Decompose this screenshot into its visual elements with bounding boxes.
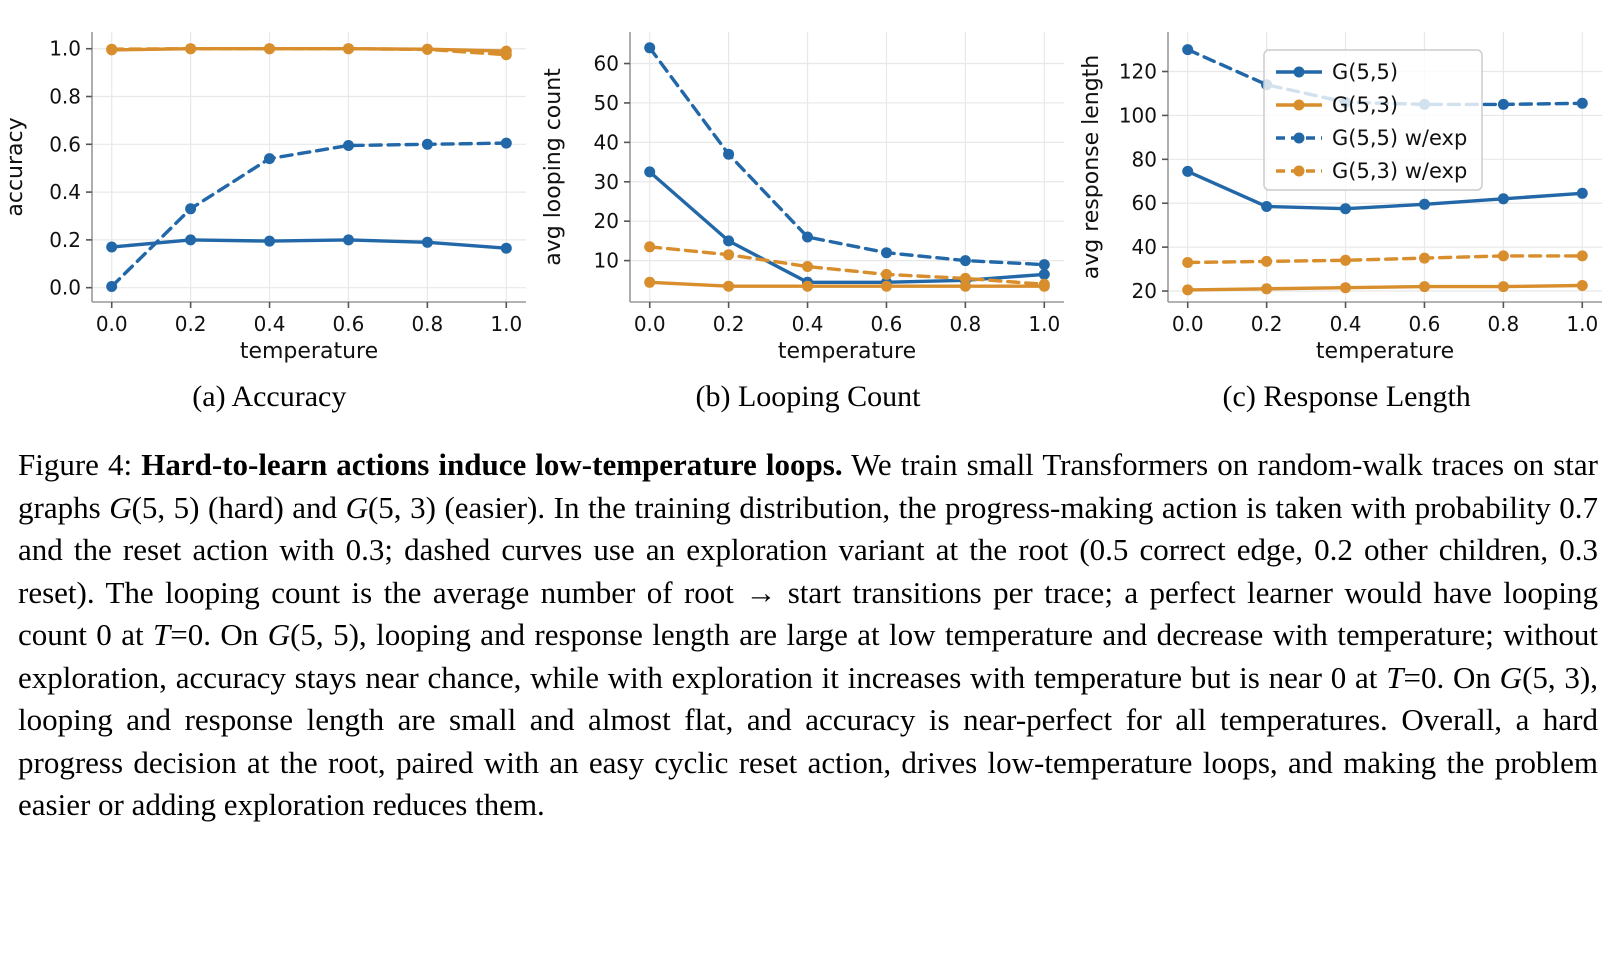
- svg-text:1.0: 1.0: [1566, 312, 1598, 336]
- charts-row: 0.0 0.2 0.4 0.6 0.8 1.0 0.0 0.2 0.4 0.6 0.8 1.0 temp…: [0, 0, 1616, 366]
- caption-segment: (5, 5), looping and response length are …: [18, 617, 1598, 695]
- x-axis-label: temperature: [778, 339, 916, 364]
- svg-text:0.8: 0.8: [411, 312, 443, 336]
- svg-text:0.0: 0.0: [1172, 312, 1204, 336]
- svg-text:40: 40: [1132, 235, 1157, 259]
- y-tick-labels: 20 40 60 80 100 120: [1119, 60, 1157, 304]
- series-g-5-3-w-exp: [1182, 250, 1588, 268]
- caption-segment: (5, 5) (hard) and: [131, 489, 346, 525]
- subcaptions-row: (a) Accuracy (b) Looping Count (c) Respo…: [0, 380, 1616, 414]
- svg-text:0.0: 0.0: [96, 312, 128, 336]
- series-g-5-5-w-exp: [106, 137, 512, 292]
- tick-marks: [624, 62, 1046, 308]
- legend-label: G(5,5) w/exp: [1332, 126, 1467, 150]
- svg-text:0.6: 0.6: [333, 312, 365, 336]
- svg-text:0.4: 0.4: [1330, 312, 1362, 336]
- caption-segment: =0. On: [1403, 659, 1500, 695]
- series-g-5-5-: [106, 234, 512, 254]
- axes-spines: [1167, 32, 1602, 303]
- svg-text:1.0: 1.0: [49, 37, 81, 61]
- y-axis-label: accuracy: [3, 117, 28, 216]
- x-axis-label: temperature: [240, 339, 378, 364]
- series-g-5-3-w-exp: [644, 241, 1050, 290]
- svg-text:0.4: 0.4: [49, 180, 81, 204]
- legend: G(5,5) G(5,3) G(5,5) w/exp G(5,3) w/exp: [1263, 49, 1483, 191]
- svg-text:0.2: 0.2: [713, 312, 745, 336]
- svg-text:60: 60: [594, 52, 619, 76]
- axes-spines: [91, 32, 526, 303]
- svg-text:80: 80: [1132, 147, 1157, 171]
- chart-response-length: 0.0 0.2 0.4 0.6 0.8 1.0 20 40 60 80 100 120 temperat…: [1076, 4, 1614, 366]
- response-length-plot: 0.0 0.2 0.4 0.6 0.8 1.0 20 40 60 80 100 120 temperat…: [1079, 32, 1602, 364]
- svg-text:20: 20: [594, 209, 619, 233]
- svg-text:0.8: 0.8: [1487, 312, 1519, 336]
- svg-text:0.6: 0.6: [1409, 312, 1441, 336]
- svg-text:0.8: 0.8: [49, 85, 81, 109]
- series-g-5-3-w-exp: [106, 43, 512, 61]
- subcaption-b: (b) Looping Count: [695, 380, 921, 413]
- caption-segment: G: [267, 617, 291, 652]
- svg-text:30: 30: [594, 170, 619, 194]
- chart-accuracy: 0.0 0.2 0.4 0.6 0.8 1.0 0.0 0.2 0.4 0.6 0.8 1.0 temp…: [0, 4, 538, 366]
- svg-text:0.2: 0.2: [175, 312, 207, 336]
- caption-segment: (5, 3), looping and response length are …: [18, 659, 1598, 823]
- svg-text:1.0: 1.0: [490, 312, 522, 336]
- caption-segment: G: [345, 489, 368, 525]
- subcaption-a: (a) Accuracy: [192, 380, 347, 413]
- svg-text:0.0: 0.0: [49, 276, 81, 300]
- svg-text:10: 10: [594, 249, 619, 273]
- svg-text:0.4: 0.4: [254, 312, 286, 336]
- svg-text:0.4: 0.4: [792, 312, 824, 336]
- axes-spines: [629, 32, 1064, 303]
- caption-segment: G: [109, 489, 132, 525]
- svg-text:0.6: 0.6: [871, 312, 903, 336]
- svg-text:0.8: 0.8: [949, 312, 981, 336]
- svg-text:0.6: 0.6: [49, 132, 81, 156]
- chart-looping-count: 0.0 0.2 0.4 0.6 0.8 1.0 10 20 30 40 50 60 temperatur…: [538, 4, 1076, 366]
- caption-segment: Figure 4:: [18, 447, 142, 482]
- x-tick-labels: 0.0 0.2 0.4 0.6 0.8 1.0: [634, 312, 1060, 336]
- figure-caption: Figure 4: Hard-to-learn actions induce l…: [0, 444, 1616, 827]
- y-tick-labels: 10 20 30 40 50 60: [594, 52, 619, 273]
- caption-segment: T: [153, 617, 171, 652]
- series-g-5-5-w-exp: [644, 42, 1050, 271]
- subcaption-c: (c) Response Length: [1222, 380, 1471, 413]
- y-tick-labels: 0.0 0.2 0.4 0.6 0.8 1.0: [49, 37, 81, 300]
- x-axis-label: temperature: [1316, 339, 1454, 364]
- svg-text:120: 120: [1119, 60, 1157, 84]
- x-tick-labels: 0.0 0.2 0.4 0.6 0.8 1.0: [96, 312, 522, 336]
- svg-text:1.0: 1.0: [1028, 312, 1060, 336]
- svg-text:20: 20: [1132, 279, 1157, 303]
- svg-text:40: 40: [594, 130, 619, 154]
- y-axis-label: avg looping count: [541, 68, 566, 266]
- svg-text:100: 100: [1119, 103, 1157, 127]
- caption-segment: =0. On: [170, 617, 268, 652]
- y-axis-label: avg response length: [1079, 55, 1104, 280]
- caption-segment: (5, 3) (easier). In the training distrib…: [18, 489, 1598, 653]
- legend-label: G(5,5): [1332, 60, 1398, 84]
- tick-marks: [86, 47, 508, 308]
- tick-marks: [1162, 70, 1584, 308]
- svg-text:0.2: 0.2: [1251, 312, 1283, 336]
- caption-segment: Hard-to-learn actions induce low-tempera…: [141, 447, 843, 482]
- x-tick-labels: 0.0 0.2 0.4 0.6 0.8 1.0: [1172, 312, 1598, 336]
- svg-text:0.0: 0.0: [634, 312, 666, 336]
- svg-text:0.2: 0.2: [49, 228, 81, 252]
- looping-count-plot: 0.0 0.2 0.4 0.6 0.8 1.0 10 20 30 40 50 60 temperatur…: [541, 32, 1064, 364]
- series-g-5-3-: [1182, 280, 1588, 296]
- caption-segment: G: [1499, 659, 1523, 695]
- gridlines: [92, 32, 526, 302]
- series-g-5-5-: [1182, 165, 1588, 215]
- caption-segment: T: [1386, 659, 1404, 695]
- accuracy-plot: 0.0 0.2 0.4 0.6 0.8 1.0 0.0 0.2 0.4 0.6 0.8 1.0 temp…: [3, 32, 526, 364]
- caption-segment: We train small Transformers on random-wa…: [18, 447, 1598, 525]
- legend-label: G(5,3) w/exp: [1332, 159, 1467, 183]
- legend-label: G(5,3): [1332, 93, 1398, 117]
- svg-text:60: 60: [1132, 191, 1157, 215]
- svg-text:50: 50: [594, 91, 619, 115]
